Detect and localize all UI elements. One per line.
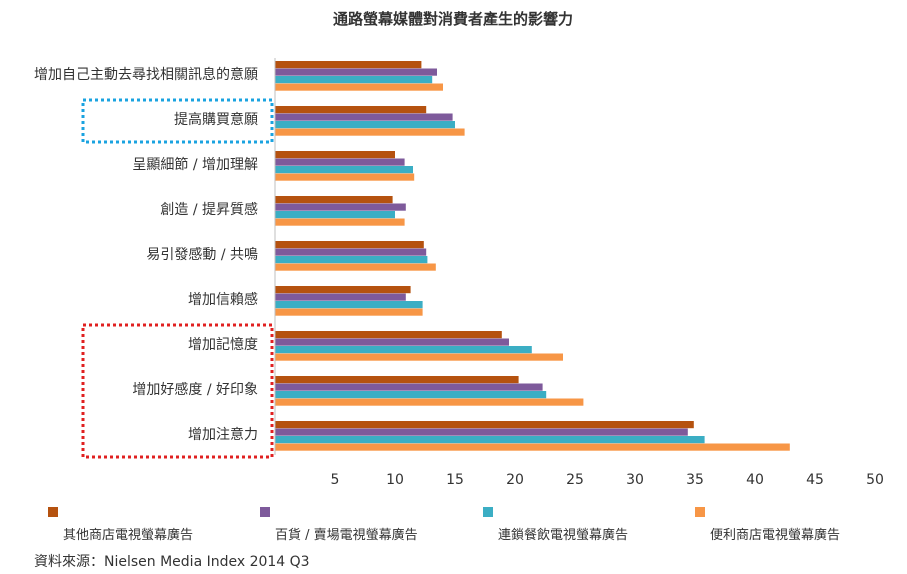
category-label: 提高購買意願 — [174, 111, 258, 128]
legend-label: 百貨 / 賣場電視螢幕廣告 — [275, 527, 418, 543]
bar — [275, 256, 428, 264]
legend-swatch — [483, 507, 493, 517]
x-axis-ticks: 5 10 15 20 25 30 35 40 45 50 — [331, 472, 884, 488]
bar — [275, 308, 423, 316]
x-tick-label: 25 — [566, 472, 584, 488]
bar — [275, 293, 406, 301]
chart-title: 通路螢幕媒體對消費者產生的影響力 — [333, 10, 573, 28]
source-note: 資料來源：Nielsen Media Index 2014 Q3 — [34, 554, 310, 570]
bar — [275, 166, 413, 174]
bar — [275, 391, 547, 399]
bar — [275, 203, 406, 211]
bar — [275, 158, 405, 166]
bar — [275, 83, 443, 91]
bar — [275, 286, 411, 294]
legend-swatch — [48, 507, 58, 517]
bar — [275, 376, 519, 384]
bar — [275, 346, 532, 354]
x-tick-label: 50 — [866, 472, 884, 488]
category-label: 創造 / 提昇質感 — [160, 201, 258, 218]
bars — [275, 61, 790, 451]
legend-label: 連鎖餐飲電視螢幕廣告 — [498, 527, 628, 543]
bar — [275, 218, 405, 226]
bar — [275, 428, 688, 436]
highlight-box — [81, 323, 274, 459]
category-label: 增加注意力 — [188, 426, 258, 443]
bar — [275, 128, 465, 136]
bar — [275, 353, 563, 361]
legend-swatch — [695, 507, 705, 517]
x-tick-label: 45 — [806, 472, 824, 488]
bar — [275, 248, 427, 256]
bar — [275, 398, 584, 406]
bar — [275, 106, 427, 114]
x-tick-label: 5 — [331, 472, 340, 488]
highlight-boxes — [81, 98, 274, 459]
bar — [275, 383, 543, 391]
bar — [275, 421, 694, 429]
bar — [275, 301, 423, 309]
x-tick-label: 35 — [686, 472, 704, 488]
x-tick-label: 15 — [446, 472, 464, 488]
x-tick-label: 30 — [626, 472, 644, 488]
bar — [275, 61, 422, 69]
legend-swatch — [260, 507, 270, 517]
bar — [275, 443, 790, 451]
highlight-box — [81, 98, 274, 144]
bar — [275, 436, 705, 444]
bar — [275, 338, 509, 346]
bar — [275, 263, 436, 271]
legend-label: 便利商店電視螢幕廣告 — [710, 528, 840, 543]
category-label: 增加自己主動去尋找相關訊息的意願 — [34, 66, 258, 83]
bar — [275, 121, 455, 129]
category-label: 呈顯細節 / 增加理解 — [132, 156, 258, 173]
category-label: 增加記憶度 — [188, 336, 258, 353]
bar — [275, 68, 437, 76]
x-tick-label: 40 — [746, 472, 764, 488]
x-tick-label: 20 — [506, 472, 524, 488]
bar — [275, 241, 424, 249]
bar — [275, 211, 395, 219]
bar — [275, 196, 393, 204]
bar — [275, 76, 433, 84]
bar — [275, 113, 453, 121]
bar — [275, 331, 502, 339]
category-label: 增加信賴感 — [188, 291, 258, 308]
bar — [275, 173, 415, 181]
category-label: 易引發感動 / 共鳴 — [146, 246, 258, 263]
bar — [275, 151, 395, 159]
category-label: 增加好感度 / 好印象 — [132, 381, 258, 398]
legend: 其他商店電視螢幕廣告 百貨 / 賣場電視螢幕廣告 連鎖餐飲電視螢幕廣告 便利商店電視螢… — [48, 507, 840, 543]
legend-label: 其他商店電視螢幕廣告 — [63, 528, 193, 543]
x-tick-label: 10 — [386, 472, 404, 488]
